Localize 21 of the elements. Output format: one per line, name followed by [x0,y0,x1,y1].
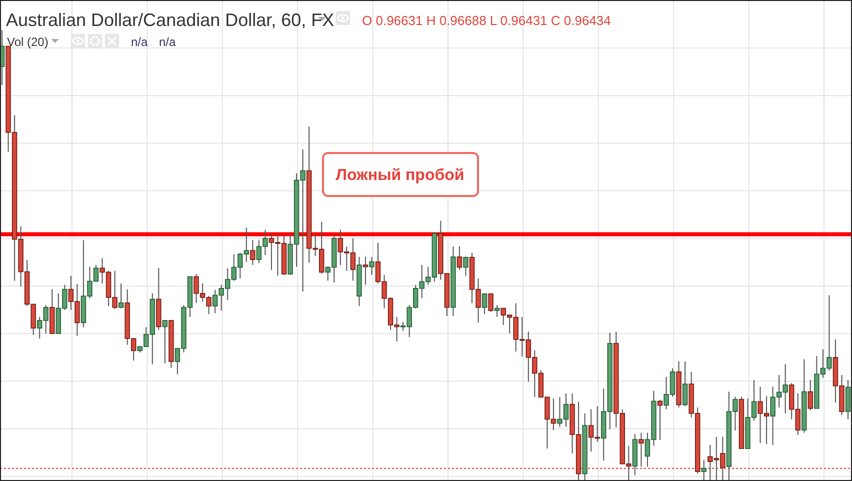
candlestick [162,320,168,364]
candlestick [250,240,256,266]
candlestick [701,459,706,481]
candlestick [362,256,368,286]
annotation: n/a [159,35,176,49]
candlestick [118,282,124,309]
chart-title: Australian Dollar/Canadian Dollar, 60, FX [6,10,334,30]
annotation: Ложный пробой [336,167,464,184]
text: O 0.96631 H 0.96688 L 0.96431 C 0.96434 [362,13,611,28]
candlestick [482,292,488,315]
candlestick [657,399,663,440]
candlestick [456,246,462,270]
candlestick [638,432,644,468]
candlestick [488,292,494,312]
annotation: n/a [131,35,148,49]
candlestick [369,256,374,276]
candlestick [463,256,468,276]
candlestick [494,304,500,318]
candlestick [808,379,813,411]
annotation: Vol (20) [7,35,48,49]
candlestick [682,360,688,407]
